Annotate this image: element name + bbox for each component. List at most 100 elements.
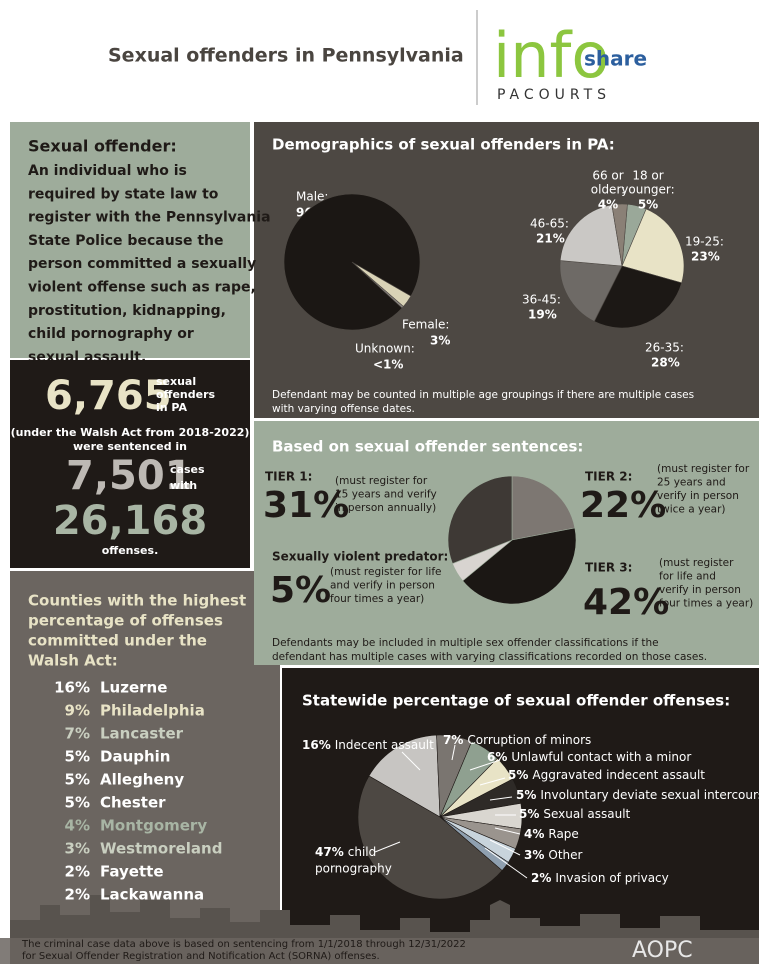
page-title: Sexual offenders in Pennsylvania [108,45,464,67]
cases-label: with [170,479,197,492]
definition-line: prostitution, kidnapping, [28,303,226,319]
county-pct: 3% [65,840,90,858]
footer-note: for Sexual Offender Registration and Not… [22,951,380,962]
counties-heading: Counties with the highest [28,592,246,610]
counties-heading: committed under the [28,632,207,650]
definition-line: State Police because the [28,233,224,249]
pie-value-label: 5% [638,198,658,212]
offense-pct: 5% [519,807,539,821]
county-pct: 5% [65,771,90,789]
pie-label: 26-35: [645,341,684,355]
offense-pct: 7% [443,733,463,747]
sentences-note: defendant has multiple cases with varyin… [272,651,707,663]
offense-name: Invasion of privacy [555,871,668,885]
definition-line: register with the Pennsylvania [28,210,271,226]
offense-label: 4% Rape [524,827,579,841]
tier-desc: verify in person [659,584,741,596]
pie-value-label: 23% [691,250,720,264]
offenders-label: in PA [156,401,187,414]
tier-desc: in person annually) [335,502,436,514]
statewide-title: Statewide percentage of sexual offender … [302,692,730,710]
offenders-number: 6,765 [45,373,172,419]
tier-value: 42% [583,582,669,623]
offense-pct: 47% [315,845,344,859]
tier-desc: verify in person [657,490,739,502]
logo-sub: PACOURTS [497,87,611,103]
definition-line: child pornography or [28,326,194,342]
tier-desc: for life and [659,571,716,583]
footer-note: The criminal case data above is based on… [21,939,466,950]
logo-share: share [584,47,647,71]
pie-label: 66 or [592,169,623,183]
county-name: Philadelphia [100,702,205,720]
offense-pct: 4% [524,827,544,841]
pie-value-label: 28% [651,356,680,370]
definition-heading: Sexual offender: [28,137,177,156]
offense-label: 16% Indecent assault [302,738,434,752]
definition-line: sexual assault. [28,349,146,365]
offenses-number: 26,168 [53,498,207,544]
offense-name: Unlawful contact with a minor [511,750,691,764]
pie-label: older: [591,183,625,197]
counties-heading: Walsh Act: [28,652,118,670]
tier-desc: twice a year) [657,504,726,516]
tier-name: Sexually violent predator: [272,550,448,564]
county-name: Westmoreland [100,840,222,858]
offenders-label: sexual [156,375,196,388]
pie-value-label: 21% [536,232,565,246]
offense-label: 6%Unlawful contact with a minor [487,750,691,764]
offense-label: 3%Other [524,848,583,862]
pie-value-label: <1% [373,358,403,372]
tier-desc: (must register [659,557,734,569]
cases-label: cases [170,463,205,476]
offense-pct: 5% [508,768,528,782]
county-pct: 4% [65,817,90,835]
county-name: Montgomery [100,817,207,835]
tier-desc: 25 years and [657,477,726,489]
offense-name: Involuntary deviate sexual intercourse [540,788,759,802]
county-name: Luzerne [100,679,167,697]
pie-value-label: 19% [528,308,557,322]
offense-label: 5% Sexual assault [519,807,631,821]
offense-name: Sexual assault [543,807,630,821]
infographic: Sexual offenders in Pennsylvania info sh… [0,0,759,964]
pie-value-label: 4% [598,198,618,212]
pie-label: 19-25: [685,235,724,249]
demographics-title: Demographics of sexual offenders in PA: [272,136,615,154]
offense-name: child [348,845,377,859]
offense-pct: 2% [531,871,551,885]
tier-value: 5% [270,570,331,611]
offense-name: pornography [315,862,392,876]
offense-name: Indecent assault [335,738,434,752]
offense-name: Rape [548,827,578,841]
pie-label: 36-45: [522,293,561,307]
tier-desc: 15 years and verify [335,489,437,501]
sentences-title: Based on sexual offender sentences: [272,438,583,456]
county-name: Allegheny [100,771,184,789]
county-name: Lancaster [100,725,184,743]
tier-desc: (must register for [657,463,750,475]
pie-slice [284,194,420,330]
offense-name: Aggravated indecent assault [532,768,705,782]
pie-value-label: 3% [430,334,450,348]
definition-line: required by state law to [28,186,219,202]
period-line: were sentenced in [73,440,187,453]
tier-name: TIER 3: [585,561,632,575]
sentences-note: Defendants may be included in multiple s… [272,637,659,649]
definition-line: violent offense such as rape, [28,280,256,296]
pie-label: 18 or [632,169,663,183]
offense-pct: 5% [516,788,536,802]
offense-pct: 3% [524,848,544,862]
offense-pct: 16% [302,738,331,752]
county-name: Fayette [100,863,164,881]
offenses-label: offenses. [102,544,159,557]
offense-label: 5% Involuntary deviate sexual intercourse [516,788,759,802]
tier-name: TIER 1: [265,470,312,484]
counties-heading: percentage of offenses [28,612,223,630]
definition-line: An individual who is [28,163,187,179]
page: Sexual offenders in Pennsylvania info sh… [0,0,759,964]
county-pct: 2% [65,886,90,904]
offense-label: 5% Aggravated indecent assault [508,768,705,782]
county-pct: 7% [65,725,90,743]
tier-desc: (must register for life [330,566,442,578]
